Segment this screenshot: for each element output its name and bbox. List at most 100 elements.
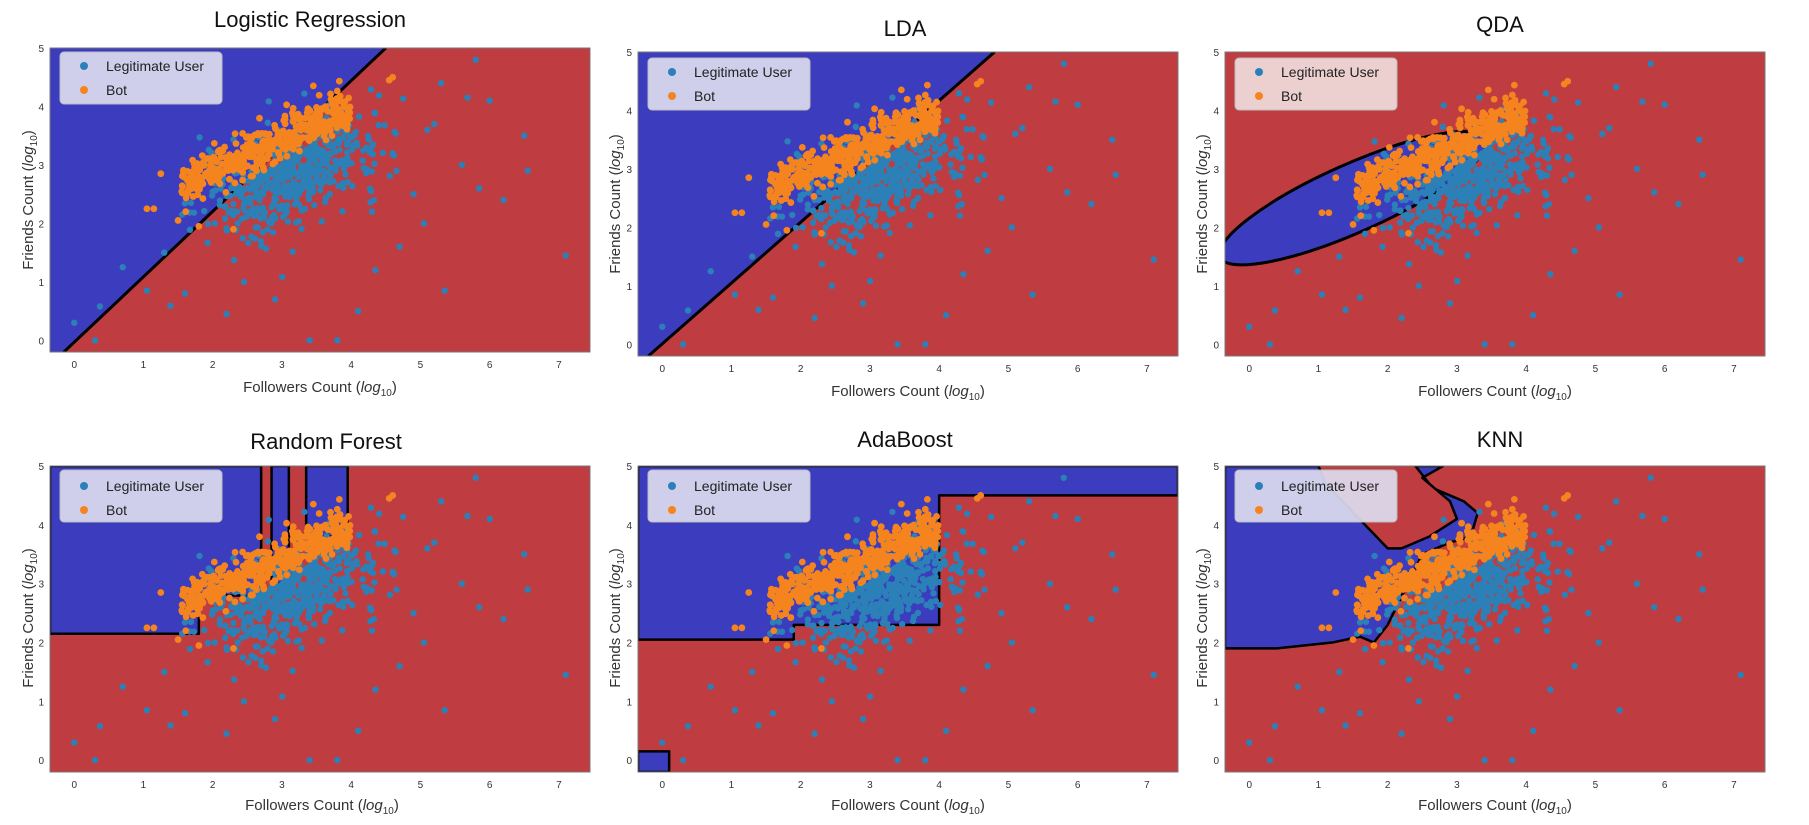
legit-user-point <box>239 235 246 242</box>
legit-user-point <box>223 310 230 318</box>
bot-point <box>842 147 850 155</box>
legit-user-point <box>340 603 347 611</box>
legit-user-point <box>1407 212 1414 219</box>
legit-user-point <box>847 648 855 655</box>
bot-point <box>174 636 182 643</box>
legit-user-point <box>845 657 853 664</box>
panel-title: Logistic Regression <box>214 7 406 32</box>
bot-point <box>915 99 923 107</box>
y-tick-label: 2 <box>626 223 632 234</box>
legit-user-point <box>1432 242 1440 249</box>
legit-user-point <box>904 191 912 198</box>
legit-user-point <box>1473 229 1480 237</box>
legit-user-point <box>1379 243 1386 251</box>
bot-point <box>318 536 326 544</box>
bot-point <box>1387 170 1395 177</box>
legit-user-point <box>870 211 877 218</box>
legit-user-point <box>1511 150 1519 157</box>
bot-point <box>822 153 829 161</box>
bot-point <box>239 595 246 603</box>
legit-user-point <box>264 119 272 127</box>
legit-user-point <box>815 611 822 619</box>
legit-user-point <box>1502 176 1509 183</box>
legit-user-point <box>217 185 224 192</box>
x-tick-label: 4 <box>936 364 942 375</box>
legit-user-point <box>797 192 805 199</box>
bot-point <box>1374 199 1382 206</box>
bot-point <box>189 612 197 619</box>
legit-user-point <box>1481 341 1488 348</box>
legit-user-point <box>336 146 344 153</box>
legit-user-point <box>278 202 286 209</box>
legit-user-point <box>883 601 890 608</box>
legit-user-point <box>1109 551 1116 558</box>
legit-user-point <box>298 207 305 214</box>
legit-user-point <box>977 568 984 576</box>
legit-user-point <box>948 566 955 573</box>
bot-point <box>288 548 296 556</box>
legend-marker-legit-user <box>80 62 88 70</box>
legit-user-point <box>320 173 328 180</box>
legit-user-point <box>370 615 378 623</box>
legit-user-point <box>853 102 860 109</box>
legit-user-point <box>186 645 194 653</box>
legit-user-point <box>857 648 865 655</box>
legit-user-point <box>399 95 407 102</box>
legit-user-point <box>1489 181 1496 188</box>
legit-user-point <box>321 597 328 604</box>
legit-user-point <box>915 176 922 183</box>
bot-point <box>310 130 318 137</box>
legit-user-point <box>941 143 948 150</box>
bot-point <box>249 132 257 140</box>
legit-user-point <box>825 612 833 620</box>
x-tick-label: 7 <box>556 780 562 791</box>
x-axis-label: Followers Count (log10) <box>831 383 985 403</box>
legit-user-point <box>909 617 917 625</box>
legit-user-point <box>367 504 375 511</box>
bot-point <box>1332 174 1340 182</box>
legit-user-point <box>815 196 822 204</box>
bot-point <box>862 135 870 143</box>
legit-user-point <box>987 513 995 521</box>
x-tick-label: 2 <box>210 780 216 791</box>
legit-user-point <box>280 163 288 170</box>
bot-point <box>820 144 828 152</box>
legit-user-point <box>889 508 896 516</box>
legit-user-point <box>326 190 334 198</box>
legit-user-point <box>305 567 312 574</box>
legit-user-point <box>1150 256 1157 263</box>
legit-user-point <box>894 571 901 579</box>
legit-user-point <box>368 627 376 634</box>
legit-user-point <box>1453 206 1461 213</box>
legit-user-point <box>906 222 914 229</box>
legit-user-point <box>902 596 909 603</box>
bot-point <box>254 562 262 569</box>
x-tick-label: 4 <box>348 780 354 791</box>
bot-point <box>234 149 241 157</box>
legit-user-point <box>843 193 850 201</box>
legit-user-point <box>235 605 242 612</box>
bot-point <box>892 110 900 118</box>
bot-point <box>253 161 261 169</box>
legit-user-point <box>255 189 262 197</box>
x-tick-label: 2 <box>1385 364 1391 375</box>
bot-point <box>908 136 916 144</box>
legit-user-point <box>187 199 195 207</box>
x-tick-label: 3 <box>867 364 873 375</box>
y-tick-label: 5 <box>1213 48 1219 59</box>
legit-user-point <box>1699 171 1706 178</box>
legit-user-point <box>367 86 375 93</box>
bot-point <box>1375 165 1383 173</box>
legit-user-point <box>1639 98 1646 105</box>
legit-user-point <box>282 207 289 214</box>
legit-user-point <box>842 211 849 218</box>
legit-user-point <box>222 622 229 629</box>
legit-user-point <box>804 206 812 213</box>
bot-point <box>283 152 291 160</box>
bot-point <box>844 533 851 541</box>
legit-user-point <box>369 141 377 148</box>
legit-user-point <box>897 189 905 196</box>
legit-user-point <box>1490 170 1497 177</box>
legit-user-point <box>822 639 829 646</box>
